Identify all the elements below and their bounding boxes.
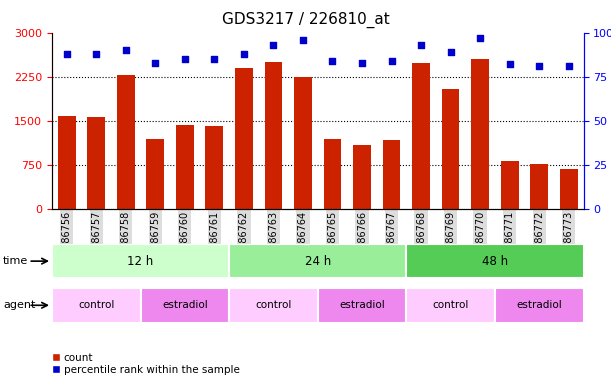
Bar xyxy=(471,59,489,209)
Point xyxy=(357,60,367,66)
Text: control: control xyxy=(78,300,114,310)
Point xyxy=(505,61,514,68)
Text: 48 h: 48 h xyxy=(482,255,508,268)
Bar xyxy=(265,62,282,209)
Point xyxy=(445,49,455,55)
Bar xyxy=(141,288,229,323)
Point xyxy=(121,47,131,53)
Bar xyxy=(176,125,194,209)
Point xyxy=(327,58,337,64)
Bar xyxy=(294,77,312,209)
Bar xyxy=(501,161,519,209)
Legend: count, percentile rank within the sample: count, percentile rank within the sample xyxy=(48,348,244,379)
Text: agent: agent xyxy=(3,300,35,310)
Text: estradiol: estradiol xyxy=(162,300,208,310)
Text: GDS3217 / 226810_at: GDS3217 / 226810_at xyxy=(222,12,389,28)
Text: 12 h: 12 h xyxy=(128,255,153,268)
Point xyxy=(564,63,574,69)
Text: estradiol: estradiol xyxy=(339,300,385,310)
Bar xyxy=(52,288,141,323)
Point xyxy=(150,60,160,66)
Bar xyxy=(117,75,134,209)
Point xyxy=(180,56,189,62)
Bar xyxy=(229,288,318,323)
Point xyxy=(62,51,71,57)
Bar xyxy=(147,139,164,209)
Bar xyxy=(353,144,371,209)
Bar xyxy=(52,244,229,278)
Bar xyxy=(229,244,406,278)
Point xyxy=(92,51,101,57)
Point xyxy=(534,63,544,69)
Bar xyxy=(560,169,577,209)
Bar xyxy=(442,89,459,209)
Bar xyxy=(235,68,253,209)
Bar xyxy=(58,116,76,209)
Bar xyxy=(318,288,406,323)
Bar xyxy=(382,140,400,209)
Text: time: time xyxy=(3,256,28,266)
Point xyxy=(210,56,219,62)
Text: estradiol: estradiol xyxy=(516,300,562,310)
Point xyxy=(416,42,426,48)
Bar xyxy=(324,139,342,209)
Bar xyxy=(406,244,584,278)
Bar xyxy=(87,118,105,209)
Bar xyxy=(412,63,430,209)
Point xyxy=(475,35,485,41)
Text: control: control xyxy=(433,300,469,310)
Point xyxy=(387,58,397,64)
Bar xyxy=(205,126,223,209)
Bar xyxy=(495,288,584,323)
Point xyxy=(268,42,278,48)
Point xyxy=(298,36,308,43)
Bar xyxy=(530,164,548,209)
Text: control: control xyxy=(255,300,291,310)
Bar xyxy=(406,288,495,323)
Point xyxy=(239,51,249,57)
Text: 24 h: 24 h xyxy=(305,255,331,268)
